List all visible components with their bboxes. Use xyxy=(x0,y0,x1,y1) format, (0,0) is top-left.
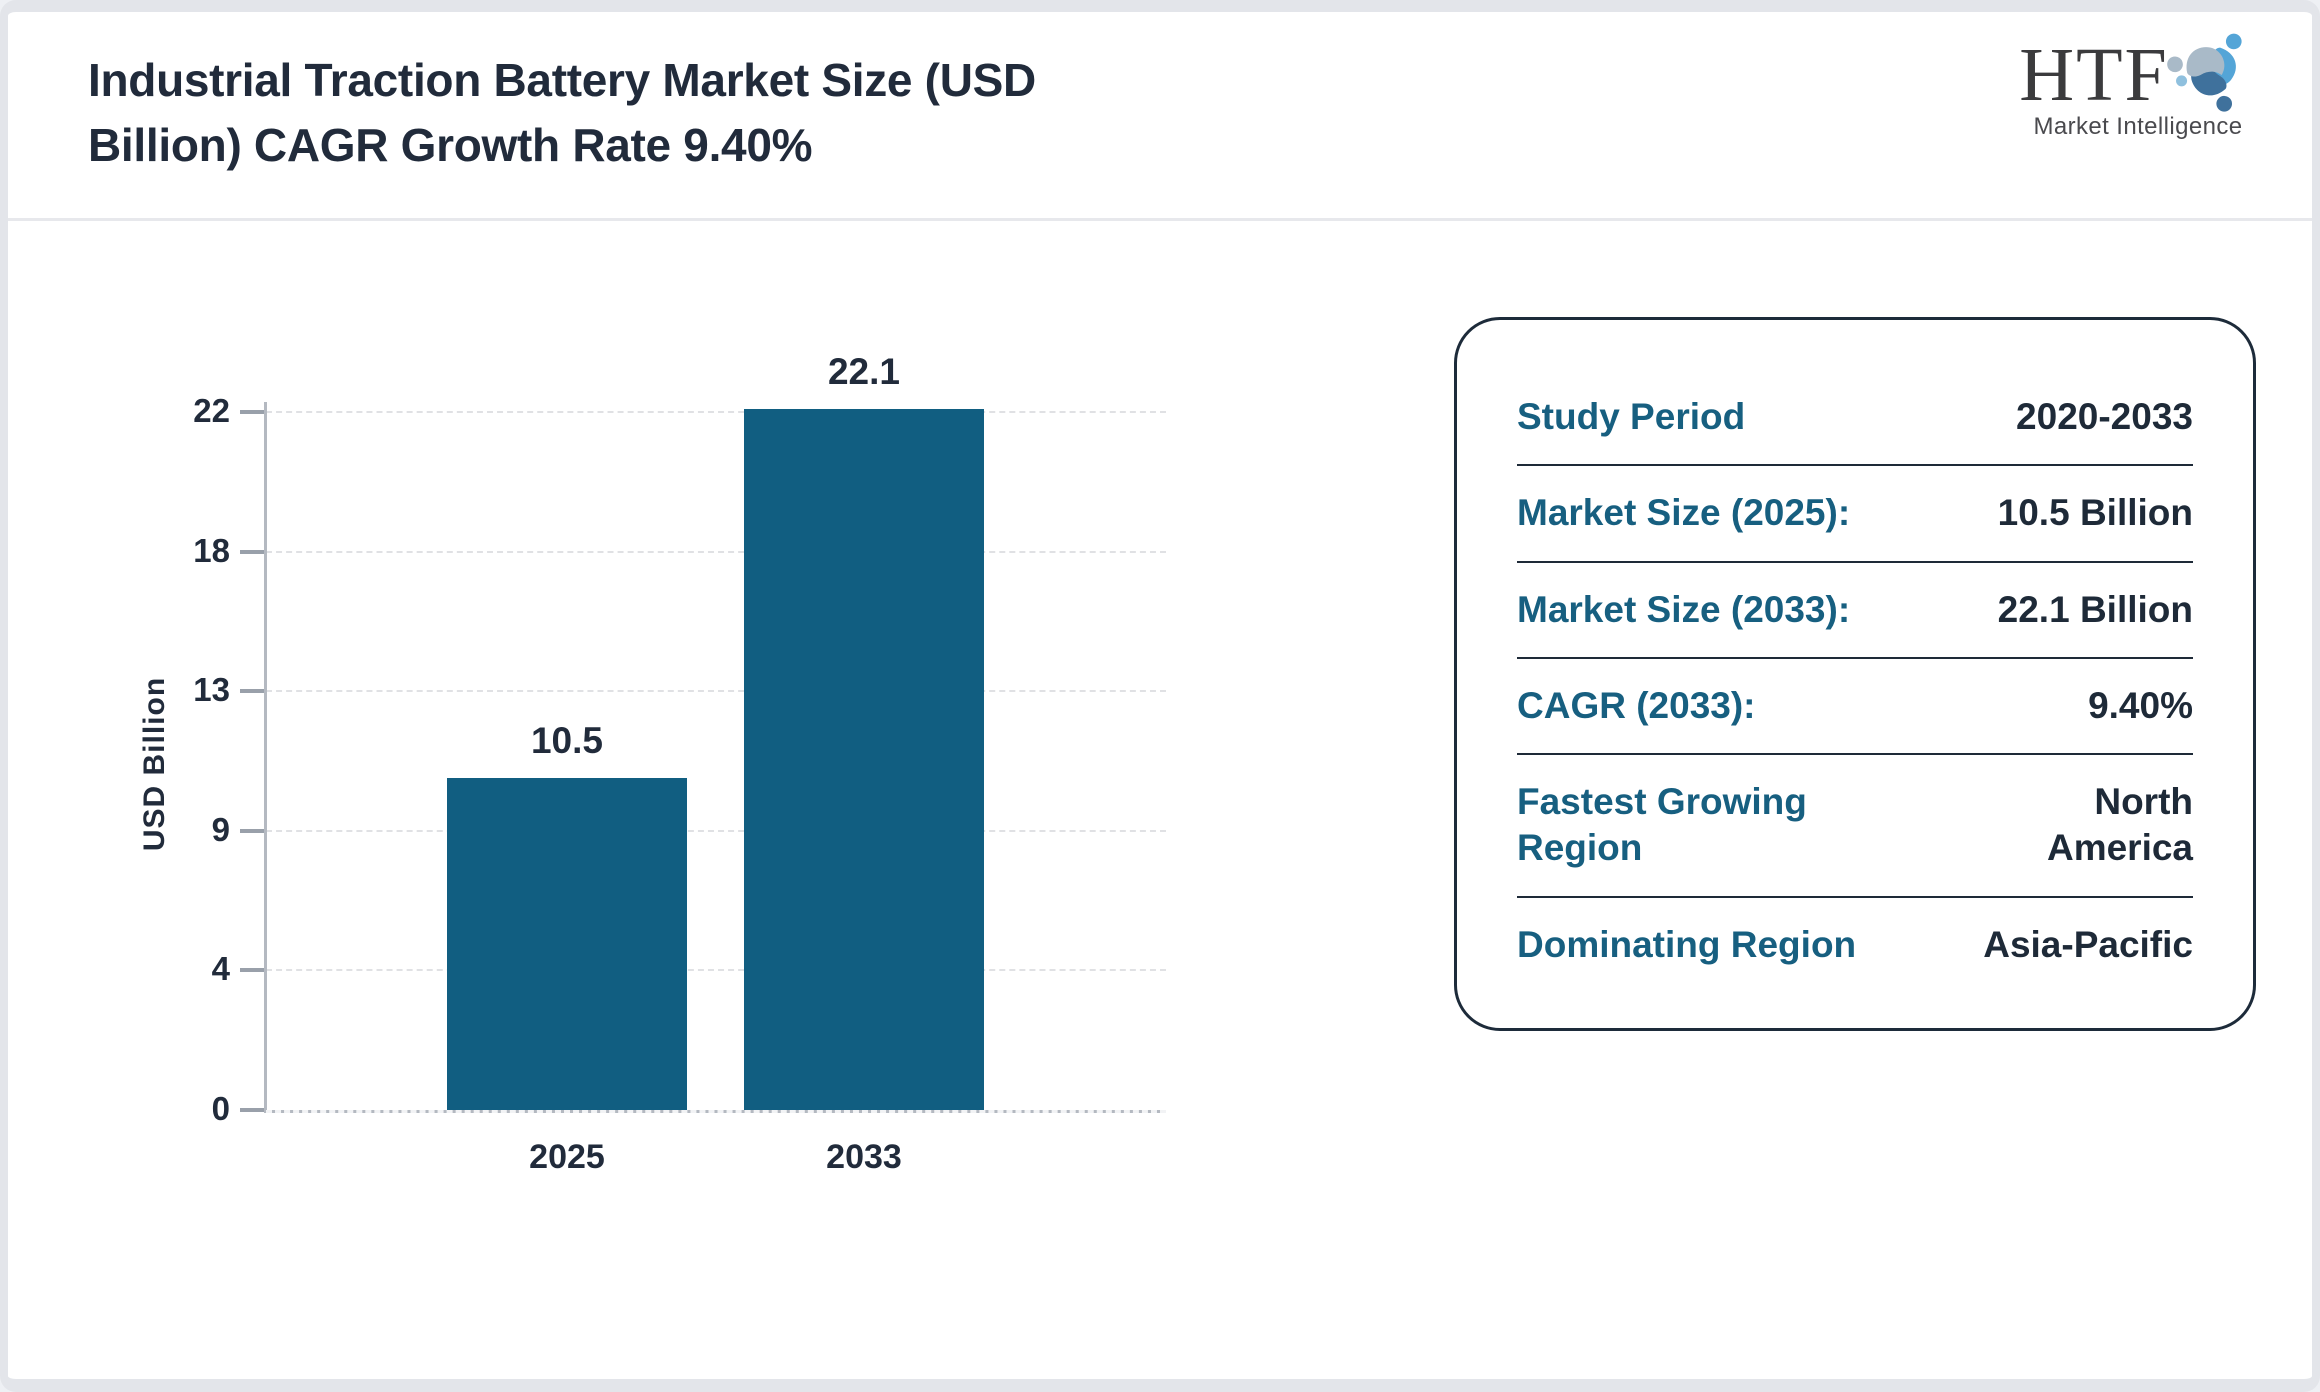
y-gridline xyxy=(266,411,1166,413)
bar-2033 xyxy=(744,408,984,1110)
y-gridline xyxy=(266,969,1166,972)
y-tick-mark xyxy=(240,689,266,694)
panel-row-cagr: CAGR (2033): 9.40% xyxy=(1517,656,2193,753)
htf-logo-text: HTF xyxy=(2019,32,2169,117)
header: Industrial Traction Battery Market Size … xyxy=(8,12,2312,221)
y-tick-mark xyxy=(240,549,266,554)
y-gridline xyxy=(266,690,1166,693)
y-tick-label: 13 xyxy=(193,671,230,709)
panel-value: 22.1 Billion xyxy=(1997,588,2193,630)
y-tick-mark xyxy=(240,410,266,414)
y-tick-label: 9 xyxy=(211,810,230,848)
x-tick-label: 2025 xyxy=(529,1138,605,1176)
y-tick-label: 0 xyxy=(211,1090,230,1127)
htf-logo: HTF M xyxy=(2008,27,2268,141)
htf-logo-swirl-icon xyxy=(2164,22,2257,119)
panel-value: Asia-Pacific xyxy=(1983,923,2193,965)
panel-row-dominating-region: Dominating Region Asia-Pacific xyxy=(1517,895,2193,992)
panel-row-market-size-2033: Market Size (2033): 22.1 Billion xyxy=(1517,560,2193,657)
panel-value: 9.40% xyxy=(2088,684,2193,726)
y-axis xyxy=(264,402,267,1113)
y-gridline xyxy=(266,550,1166,553)
panel-row-fastest-growing-region: Fastest Growing Region North America xyxy=(1517,753,2193,896)
summary-panel: Study Period 2020-2033 Market Size (2025… xyxy=(1454,317,2256,1031)
panel-label: Market Size (2025): xyxy=(1517,492,1851,534)
panel-row-study-period: Study Period 2020-2033 xyxy=(1517,370,2193,464)
bar-value-label: 22.1 xyxy=(827,350,900,392)
y-axis-title: USD Billion xyxy=(138,676,172,852)
panel-value: 2020-2033 xyxy=(2016,396,2193,437)
panel-label: Study Period xyxy=(1517,396,1746,437)
bar-value-label: 10.5 xyxy=(530,720,603,762)
panel-label: Fastest Growing Region xyxy=(1517,781,1807,869)
page-title: Industrial Traction Battery Market Size … xyxy=(88,54,1036,172)
bar-2025 xyxy=(447,778,687,1110)
y-tick-label: 18 xyxy=(193,531,230,569)
panel-label: Dominating Region xyxy=(1517,923,1857,965)
panel-label: Market Size (2033): xyxy=(1517,588,1851,630)
htf-logo-tagline: Market Intelligence xyxy=(2033,113,2243,140)
x-axis-dash-overlay xyxy=(266,1110,1166,1113)
panel-value: 10.5 Billion xyxy=(1997,492,2193,534)
y-tick-label: 4 xyxy=(211,950,230,988)
x-tick-label: 2033 xyxy=(826,1138,902,1176)
y-tick-mark xyxy=(240,828,266,833)
y-tick-label: 22 xyxy=(193,392,230,429)
y-gridline xyxy=(266,829,1166,832)
panel-value: North America xyxy=(2046,781,2193,869)
panel-row-market-size-2025: Market Size (2025): 10.5 Billion xyxy=(1517,464,2193,560)
panel-label: CAGR (2033): xyxy=(1517,684,1756,726)
y-tick-mark xyxy=(240,968,266,973)
bar-chart: 0 4 9 13 18 22 10.5 2025 22.1 2033 USD Billion xyxy=(8,12,2312,1379)
y-tick-mark xyxy=(240,1108,266,1112)
